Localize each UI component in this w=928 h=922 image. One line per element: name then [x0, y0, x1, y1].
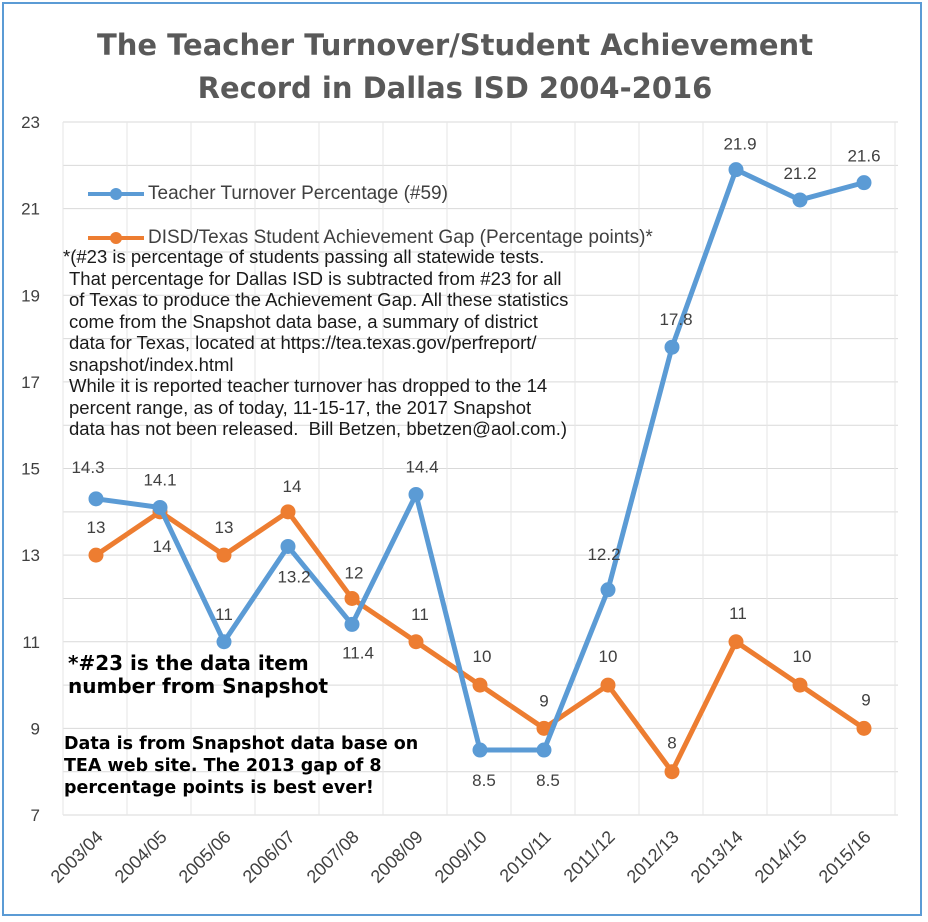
source-note-line: Data is from Snapshot data base on	[64, 734, 419, 754]
data-label-turnover: 8.5	[472, 771, 496, 790]
data-label-turnover: 21.6	[847, 147, 880, 166]
data-point-turnover	[600, 582, 616, 598]
data-label-gap: 13	[87, 518, 106, 537]
note-line: of Texas to produce the Achievement Gap.…	[69, 289, 569, 310]
source-note-line: percentage points is best ever!	[64, 778, 374, 798]
y-tick-label: 15	[21, 460, 40, 479]
data-label-turnover: 12.2	[587, 545, 620, 564]
data-point-gap	[472, 677, 488, 693]
y-tick-label: 11	[22, 633, 40, 652]
data-label-gap: 13	[215, 518, 234, 537]
data-label-gap: 9	[539, 691, 548, 710]
data-label-gap: 11	[411, 605, 429, 624]
data-point-turnover	[728, 162, 744, 178]
data-point-turnover	[344, 616, 360, 632]
data-point-turnover	[856, 175, 872, 191]
y-tick-label: 13	[21, 546, 40, 565]
chart-title-line-1: The Teacher Turnover/Student Achievement	[96, 28, 814, 62]
source-note-line: TEA web site. The 2013 gap of 8	[64, 756, 382, 776]
footnote: *#23 is the data item number from Snapsh…	[68, 652, 328, 698]
data-label-turnover: 14.4	[405, 457, 438, 476]
data-point-gap	[216, 547, 232, 563]
y-tick-label: 17	[21, 373, 40, 392]
legend-label-turnover: Teacher Turnover Percentage (#59)	[148, 183, 448, 204]
data-point-turnover	[280, 538, 296, 554]
data-point-gap	[664, 764, 680, 780]
x-tick-label: 2012/13	[623, 827, 683, 887]
x-tick-label: 2015/16	[815, 827, 875, 887]
y-tick-label: 7	[31, 806, 40, 825]
data-point-gap	[856, 720, 872, 736]
footnote-line: *#23 is the data item	[68, 651, 309, 675]
x-tick-label: 2008/09	[367, 827, 427, 887]
data-point-turnover	[664, 339, 680, 355]
footnote-line: number from Snapshot	[68, 674, 329, 698]
y-tick-label: 23	[21, 113, 40, 132]
data-point-turnover	[216, 634, 232, 650]
x-tick-label: 2011/12	[560, 827, 619, 886]
y-tick-label: 9	[31, 719, 40, 738]
data-point-turnover	[152, 499, 168, 515]
legend-dot-turnover	[110, 188, 122, 200]
data-point-gap	[792, 677, 808, 693]
data-label-gap: 14	[153, 537, 172, 556]
data-point-gap	[88, 547, 104, 563]
data-point-gap	[344, 590, 360, 606]
explanatory-note: *(#23 is percentage of students passing …	[63, 246, 703, 440]
data-label-gap: 8	[667, 734, 676, 753]
x-tick-label: 2009/10	[431, 827, 491, 887]
note-line: snapshot/index.html	[69, 353, 234, 375]
data-label-gap: 11	[729, 604, 747, 623]
data-label-gap: 12	[345, 563, 364, 582]
x-tick-label: 2004/05	[111, 827, 171, 887]
data-label-turnover: 14.3	[71, 458, 104, 477]
data-point-turnover	[408, 486, 424, 502]
data-label-turnover: 21.2	[783, 164, 816, 183]
data-label-turnover: 17.8	[659, 310, 692, 329]
data-point-turnover	[88, 491, 104, 507]
data-label-gap: 9	[861, 690, 870, 709]
x-tick-label: 2007/08	[303, 827, 363, 887]
x-tick-label: 2003/04	[47, 827, 107, 887]
chart-title-line-2: Record in Dallas ISD 2004-2016	[197, 71, 713, 105]
x-tick-label: 2005/06	[175, 827, 235, 887]
data-label-turnover: 13.2	[277, 567, 310, 586]
note-line: That percentage for Dallas ISD is subtra…	[69, 267, 562, 289]
data-point-turnover	[472, 742, 488, 758]
x-tick-label: 2006/07	[239, 827, 299, 887]
legend-dot-gap	[110, 232, 122, 244]
data-point-turnover	[792, 192, 808, 208]
y-tick-label: 19	[21, 286, 40, 305]
data-point-gap	[728, 634, 744, 650]
data-label-gap: 10	[473, 647, 492, 666]
data-point-gap	[280, 504, 296, 520]
data-label-gap: 10	[793, 647, 812, 666]
source-note: Data is from Snapshot data base on TEA w…	[64, 733, 418, 799]
note-line: come from the Snapshot data base, a summ…	[69, 310, 538, 332]
note-line: While it is reported teacher turnover ha…	[69, 375, 548, 396]
data-label-turnover: 11	[215, 605, 233, 624]
note-line: percent range, as of today, 11-15-17, th…	[69, 396, 532, 418]
note-line: data has not been released. Bill Betzen,…	[69, 418, 568, 439]
note-line: *(#23 is percentage of students passing …	[63, 246, 545, 267]
x-tick-label: 2014/15	[751, 827, 811, 887]
legend-label-gap: DISD/Texas Student Achievement Gap (Perc…	[148, 227, 653, 248]
data-label-turnover: 14.1	[143, 470, 176, 489]
note-line: data for Texas, located at https://tea.t…	[69, 332, 537, 353]
data-point-turnover	[536, 742, 552, 758]
data-label-gap: 14	[283, 477, 302, 496]
data-label-turnover: 8.5	[536, 771, 560, 790]
data-label-turnover: 11.4	[342, 643, 374, 662]
x-tick-label: 2013/14	[687, 827, 747, 887]
x-tick-label: 2010/11	[496, 827, 555, 886]
y-tick-label: 21	[21, 200, 40, 219]
data-point-gap	[408, 634, 424, 650]
data-point-gap	[600, 677, 616, 693]
data-label-turnover: 21.9	[723, 135, 756, 154]
data-label-gap: 10	[599, 647, 618, 666]
